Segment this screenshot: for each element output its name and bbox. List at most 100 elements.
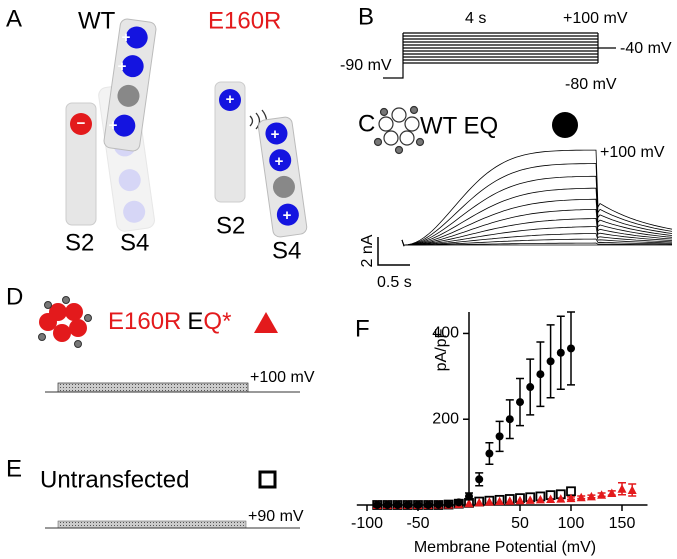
data-point	[586, 491, 596, 501]
current-trace	[401, 209, 673, 247]
panel-label: F	[355, 315, 370, 342]
data-point	[474, 497, 484, 507]
data-point	[546, 357, 555, 366]
s2-label: S2	[216, 212, 245, 239]
scale-y: 2 nA	[359, 234, 376, 267]
data-point	[536, 370, 545, 379]
data-point	[464, 498, 474, 508]
panel-label: E	[6, 455, 22, 482]
legend-triangle	[254, 312, 278, 333]
x-tick-label: -100	[351, 515, 383, 532]
current-trace	[57, 520, 247, 529]
current-traces	[401, 149, 673, 247]
data-point	[495, 432, 504, 441]
tail-high: -40 mV	[620, 40, 672, 57]
data-point	[556, 494, 566, 503]
x-tick-label: 50	[511, 515, 529, 532]
wt-label: WT	[78, 7, 116, 34]
current-trace	[401, 238, 673, 247]
data-point	[597, 490, 607, 499]
charge-sign: +	[109, 117, 118, 134]
current-trace	[401, 233, 673, 247]
data-point	[434, 500, 443, 509]
top-voltage: +100 mV	[563, 10, 628, 27]
charge-sign: +	[226, 91, 235, 108]
trace-voltage: +100 mV	[250, 369, 315, 386]
trace-voltage: +100 mV	[600, 144, 665, 161]
data-point	[444, 500, 453, 509]
current-trace	[401, 218, 673, 247]
s4-label: S4	[272, 237, 301, 264]
data-point	[485, 449, 494, 458]
charge-sign: +	[118, 58, 127, 75]
data-point	[567, 344, 575, 353]
data-point	[556, 348, 565, 357]
current-trace	[401, 175, 673, 247]
data-point	[535, 494, 545, 504]
x-tick-label: 100	[558, 515, 585, 532]
construct-label: WT EQ	[420, 112, 498, 139]
construct-label: Untransfected	[40, 466, 189, 493]
s2-label: S2	[65, 229, 94, 256]
construct-part: E160R	[108, 308, 181, 335]
charge-sign: +	[283, 207, 292, 224]
channel-icon	[38, 296, 92, 348]
mut-s2	[214, 81, 246, 203]
construct-label: E160R EQ*	[108, 308, 231, 335]
y-axis-label: pA/pF	[433, 328, 450, 371]
scale-x: 0.5 s	[377, 274, 412, 291]
data-point	[475, 475, 484, 484]
current-trace	[401, 163, 673, 247]
construct-part: E	[187, 308, 203, 335]
panel-label: B	[358, 3, 374, 30]
legend-circle	[552, 112, 578, 138]
data-point	[526, 383, 535, 392]
charge	[70, 113, 92, 135]
protocol-steps	[383, 32, 616, 79]
mutant-label: E160R	[208, 7, 281, 34]
data-point	[515, 495, 525, 505]
s4-label: S4	[120, 229, 149, 256]
charge-sign: −	[77, 115, 86, 132]
panel-label: A	[6, 5, 22, 32]
charge-sign: +	[275, 153, 284, 170]
mut-s4	[257, 116, 308, 238]
charge	[219, 89, 241, 111]
tail-low: -80 mV	[565, 76, 617, 93]
data-point	[566, 493, 576, 503]
data-point	[525, 495, 535, 504]
current-trace	[401, 239, 673, 247]
data-point	[393, 501, 402, 509]
data-point	[546, 494, 556, 503]
y-tick-label: 400	[432, 325, 459, 342]
data-point	[627, 485, 637, 494]
data-point	[414, 501, 422, 509]
holding-voltage: -90 mV	[340, 57, 392, 74]
x-axis-label: Membrane Potential (mV)	[414, 539, 596, 556]
duration-label: 4 s	[465, 10, 486, 27]
legend-square	[258, 470, 277, 489]
y-tick-label: 200	[432, 410, 459, 427]
current-trace	[401, 226, 673, 247]
current-trace	[401, 149, 673, 247]
channel-icon	[373, 105, 425, 155]
construct-part: Q*	[203, 308, 231, 335]
current-trace	[57, 382, 249, 393]
data-point	[617, 484, 627, 493]
data-point	[454, 498, 463, 507]
panel-label: D	[6, 283, 23, 310]
data-point	[607, 488, 617, 497]
x-tick-label: -50	[406, 515, 429, 532]
data-point	[505, 415, 514, 424]
data-point	[383, 501, 392, 509]
x-tick-label: 150	[609, 515, 636, 532]
data-point	[505, 496, 515, 505]
wt-s4	[103, 18, 157, 152]
trace-voltage: +90 mV	[248, 508, 304, 525]
data-point	[576, 492, 586, 502]
data-point	[495, 496, 505, 506]
wt-s2	[65, 102, 97, 226]
charge-sign: +	[122, 29, 131, 46]
